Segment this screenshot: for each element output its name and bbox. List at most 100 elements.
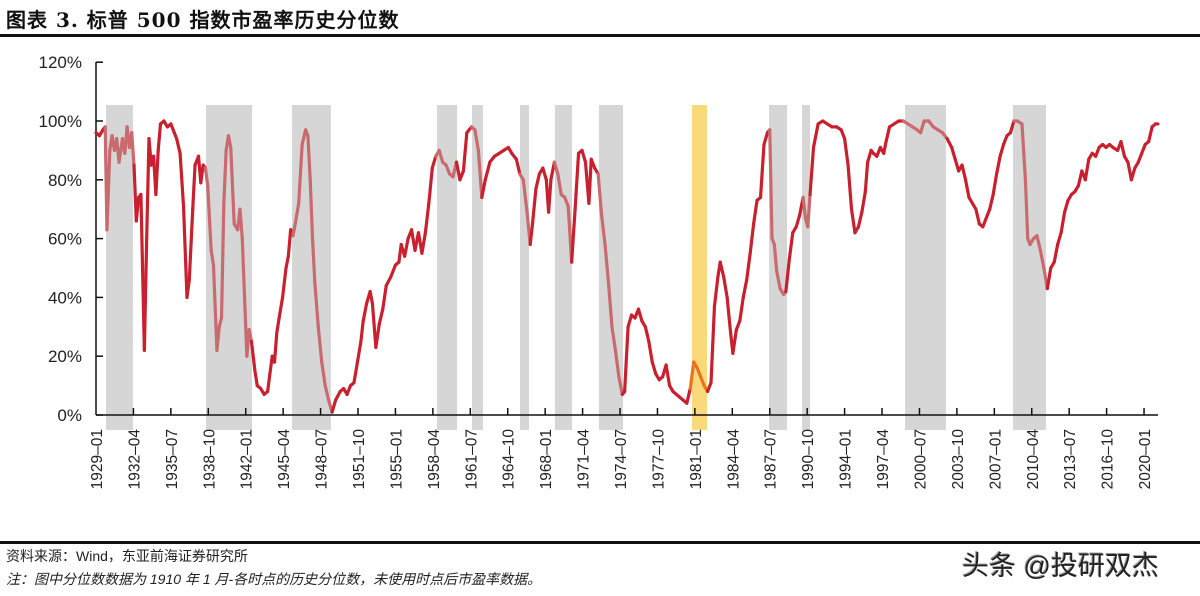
line-segment — [181, 204, 189, 299]
line-segment — [374, 322, 381, 349]
line-segment — [211, 263, 219, 352]
line-segment — [310, 237, 317, 285]
line-segment — [403, 237, 410, 258]
line-segment — [240, 237, 247, 299]
chart-axes — [95, 61, 1158, 416]
footnote: 注：图中分位数数据为 1910 年 1 月-各时点的历史分位数，未使用时点后市盈… — [6, 571, 542, 587]
line-segment — [308, 178, 315, 241]
y-tick-label: 20% — [48, 347, 82, 366]
line-segment — [849, 207, 857, 235]
line-segment — [370, 301, 378, 349]
x-tick-label: 1929–01 — [89, 429, 106, 489]
line-segment — [547, 178, 553, 214]
line-segment — [330, 398, 338, 414]
line-segment — [626, 313, 634, 329]
line-segment — [175, 137, 182, 155]
line-segment — [266, 372, 272, 394]
x-tick-label: 1942–01 — [239, 429, 256, 489]
x-tick-label: 2010–04 — [1025, 429, 1042, 490]
line-segment — [846, 163, 854, 211]
line-segment — [229, 145, 236, 226]
line-segment — [206, 184, 213, 252]
line-segment — [856, 210, 864, 229]
line-segment — [998, 142, 1006, 158]
line-segment — [253, 369, 259, 388]
line-segment — [596, 172, 604, 217]
line-segment — [610, 325, 618, 352]
line-segment — [521, 178, 529, 211]
highlight-band — [692, 105, 707, 430]
x-tick-label: 1951–10 — [351, 429, 368, 490]
line-segment — [1038, 248, 1046, 270]
line-segment — [306, 134, 312, 182]
line-segment — [950, 145, 957, 161]
line-segment — [454, 160, 462, 182]
line-segment — [286, 228, 293, 258]
line-segment — [745, 251, 752, 282]
line-segment — [794, 213, 802, 229]
shaded-band — [437, 105, 458, 430]
line-segment — [808, 145, 816, 197]
line-segment — [748, 222, 756, 255]
line-segment — [775, 269, 782, 291]
y-tick-label: 0% — [57, 406, 82, 425]
line-segment — [249, 339, 257, 373]
line-segment — [191, 163, 197, 211]
y-tick-label: 100% — [39, 112, 82, 131]
y-tick-label: 120% — [39, 53, 82, 72]
line-segment — [316, 325, 324, 364]
line-segment — [423, 201, 431, 235]
line-segment — [688, 360, 696, 391]
line-segment — [787, 231, 795, 261]
line-segment — [1045, 266, 1053, 291]
line-segment — [725, 295, 733, 335]
title-bar: 图表 3. 标普 500 指数市盈率历史分位数 — [0, 0, 1200, 34]
line-segment — [613, 348, 621, 379]
shaded-band — [905, 105, 946, 430]
line-segment — [293, 201, 301, 226]
line-segment — [556, 172, 563, 197]
shaded-band — [472, 105, 483, 430]
line-segment — [1147, 125, 1154, 144]
line-segment — [606, 281, 614, 329]
x-tick-label: 1994–01 — [838, 429, 855, 489]
line-segment — [718, 260, 726, 279]
line-segment — [313, 281, 320, 329]
x-tick-label: 1958–04 — [426, 429, 443, 490]
line-segment — [528, 222, 535, 247]
line-segment — [801, 195, 808, 220]
line-segment — [105, 148, 112, 232]
line-segment — [333, 389, 342, 402]
line-segment — [461, 131, 469, 173]
line-segment — [389, 263, 398, 279]
line-segment — [738, 295, 745, 323]
line-segment — [580, 148, 588, 164]
shaded-period-bands — [106, 105, 1047, 430]
shaded-band — [554, 105, 572, 430]
line-segment — [1023, 178, 1030, 241]
line-segment — [806, 192, 812, 229]
x-tick-label: 1990–10 — [800, 429, 817, 490]
line-segment — [355, 339, 363, 364]
line-segment — [209, 248, 216, 267]
x-tick-label: 1997–04 — [875, 429, 892, 490]
line-segment — [741, 278, 749, 299]
line-segment — [226, 134, 233, 150]
line-segment — [712, 275, 720, 308]
line-segment — [587, 157, 593, 205]
line-segment — [272, 331, 279, 364]
line-segment — [860, 189, 867, 214]
shaded-band — [769, 105, 788, 430]
x-tick-label: 1948–07 — [314, 429, 331, 489]
source-note: 资料来源：Wind，东亚前海证券研究所 — [6, 548, 248, 564]
line-segment — [884, 125, 892, 144]
line-segment — [381, 284, 388, 311]
x-tick-label: 2007–01 — [987, 429, 1004, 489]
line-segment — [974, 207, 981, 226]
line-segment — [199, 163, 205, 185]
x-tick-label: 1987–07 — [763, 429, 780, 489]
chart-area: 0% 20% 40% 60% 80% 100% 120% 1929–01 1932–04 193… — [0, 37, 1200, 541]
x-tick-label: 1977–10 — [650, 429, 667, 490]
line-segment — [238, 207, 244, 241]
percentile-line-series — [94, 119, 1160, 414]
